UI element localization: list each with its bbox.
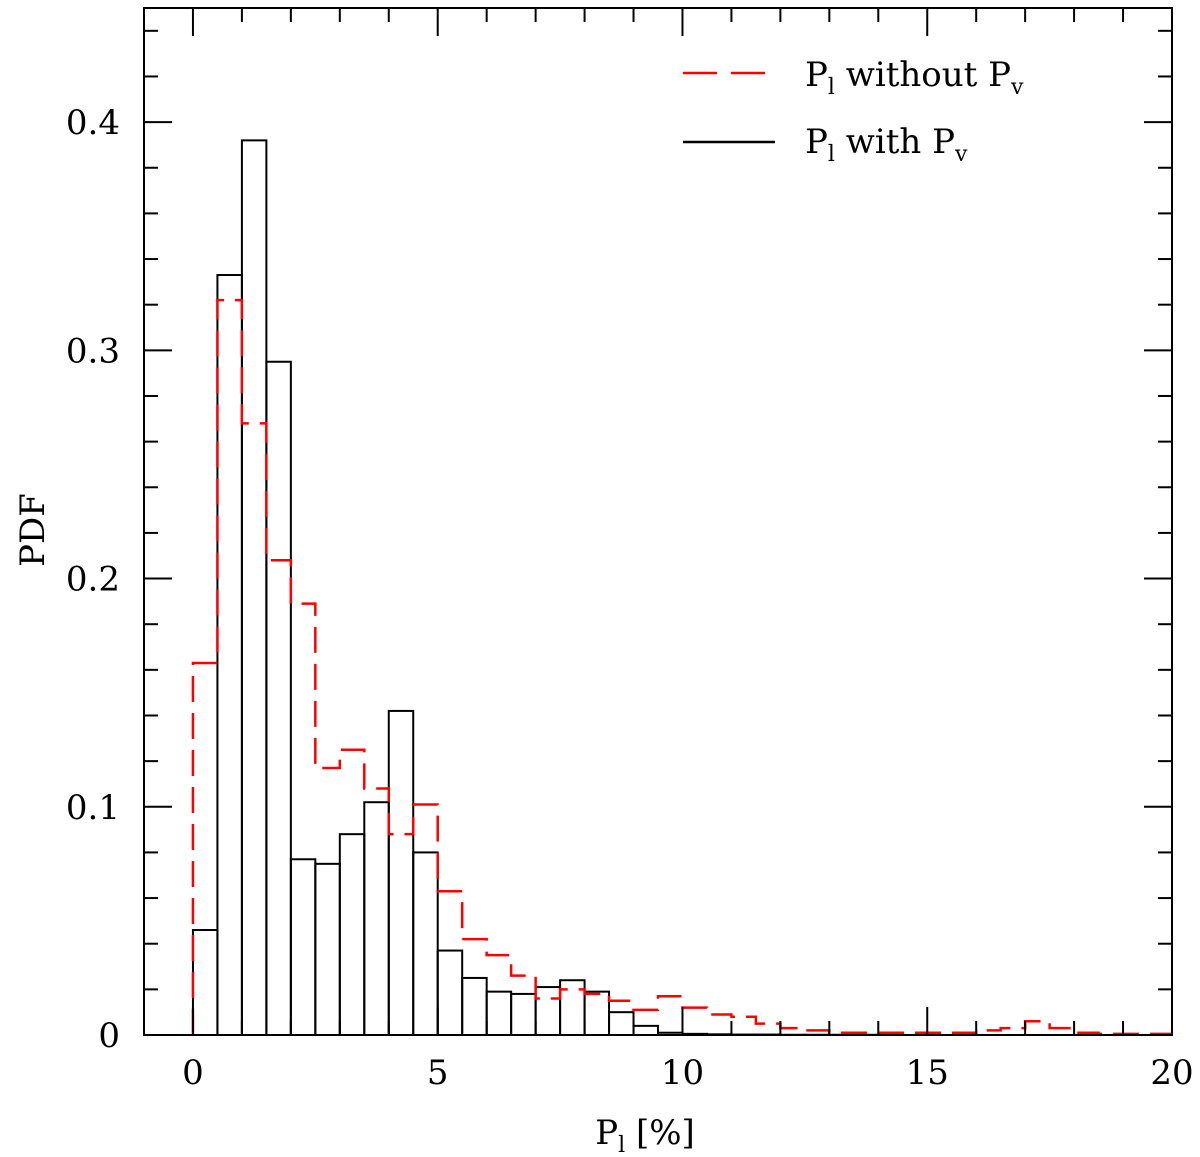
- bar-with-pv: [632, 1024, 659, 1036]
- legend-label-with: Pl with Pv: [805, 122, 968, 167]
- bar-with-pv: [485, 990, 513, 1036]
- bar-with-pv: [387, 709, 415, 1036]
- y-tick-label: 0: [98, 1016, 120, 1056]
- series-without-pv-line: [191, 298, 1172, 1036]
- series-with-pv: [191, 139, 880, 1037]
- bar-with-pv: [461, 976, 488, 1037]
- bar-with-pv: [314, 862, 341, 1036]
- bar-with-pv: [216, 274, 243, 1036]
- tick-labels: 0 5 10 15 20 0 0.1 0.2 0.3 0.4: [66, 103, 1194, 1093]
- bar-with-pv: [583, 990, 611, 1036]
- x-tick-label: 20: [1150, 1053, 1193, 1093]
- axis-ticks: [143, 8, 1173, 1036]
- bar-with-pv: [265, 360, 292, 1036]
- y-tick-label: 0.1: [66, 788, 120, 828]
- bar-with-pv: [363, 801, 390, 1036]
- bar-with-pv: [191, 929, 219, 1036]
- bar-with-pv: [289, 858, 317, 1036]
- x-tick-label: 15: [906, 1053, 949, 1093]
- bar-with-pv: [608, 1011, 635, 1037]
- bar-with-pv: [412, 851, 439, 1037]
- bar-with-pv: [534, 986, 562, 1036]
- bar-with-pv: [240, 139, 268, 1036]
- y-axis-label: PDF: [13, 493, 53, 567]
- x-axis-label: Pl [%]: [595, 1113, 695, 1157]
- legend-label-without: Pl without Pv: [805, 55, 1024, 100]
- legend: Pl without Pv Pl with Pv: [683, 55, 1024, 167]
- plot-frame: [143, 7, 1173, 1036]
- x-tick-label: 10: [661, 1053, 704, 1093]
- y-tick-label: 0.2: [66, 560, 120, 600]
- y-tick-label: 0.3: [66, 331, 120, 371]
- x-tick-label: 0: [182, 1053, 204, 1093]
- bar-with-pv: [436, 949, 464, 1037]
- bar-with-pv: [338, 833, 366, 1036]
- y-tick-label: 0.4: [66, 103, 120, 143]
- x-tick-label: 5: [427, 1053, 449, 1093]
- bar-with-pv: [510, 992, 537, 1036]
